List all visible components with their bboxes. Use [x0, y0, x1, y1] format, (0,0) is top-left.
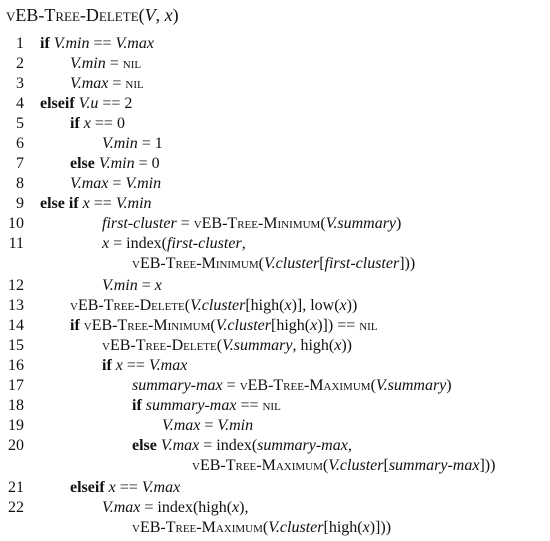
code-line-19: V.max = V.min	[162, 417, 254, 434]
code-line-12: V.min = x	[102, 277, 162, 294]
code-line-22-cont: vEB-Tree-Maximum(V.cluster[high(x)]))	[132, 519, 392, 536]
line-number: 14	[8, 317, 24, 334]
code-line-1: if V.min == V.max	[40, 35, 154, 52]
code-line-9: else if x == V.min	[40, 195, 152, 212]
line-number: 11	[8, 235, 24, 252]
code-line-17: summary-max = vEB-Tree-Maximum(V.summary…	[132, 377, 452, 394]
code-line-22: V.max = index(high(x),	[102, 499, 249, 516]
code-line-2: V.min = nil	[70, 55, 142, 72]
line-number: 15	[8, 337, 24, 354]
line-number: 12	[8, 277, 24, 294]
line-number: 2	[16, 55, 24, 72]
line-number: 22	[8, 499, 24, 516]
code-line-7: else V.min = 0	[70, 155, 160, 172]
code-line-18: if summary-max == nil	[132, 397, 281, 414]
line-number: 19	[8, 417, 24, 434]
line-number: 20	[8, 437, 24, 454]
code-line-11-cont: vEB-Tree-Minimum(V.cluster[first-cluster…	[132, 255, 416, 272]
code-line-3: V.max = nil	[70, 75, 144, 92]
code-line-5: if x == 0	[70, 115, 125, 132]
code-line-6: V.min = 1	[102, 135, 163, 152]
code-line-15: vEB-Tree-Delete(V.summary, high(x))	[102, 337, 352, 354]
line-number: 17	[8, 377, 24, 394]
line-number: 18	[8, 397, 24, 414]
line-number: 3	[16, 75, 24, 92]
line-number: 6	[16, 135, 24, 152]
code-line-4: elseif V.u == 2	[40, 95, 133, 112]
code-line-13: vEB-Tree-Delete(V.cluster[high(x)], low(…	[70, 297, 358, 314]
code-line-8: V.max = V.min	[70, 175, 162, 192]
line-number: 5	[16, 115, 24, 132]
line-number: 7	[16, 155, 24, 172]
code-line-20-cont: vEB-Tree-Maximum(V.cluster[summary-max])…	[192, 457, 496, 474]
procedure-title: vEB-Tree-Delete(V, x)	[6, 5, 179, 25]
line-number: 8	[16, 175, 24, 192]
code-line-11: x = index(first-cluster,	[102, 235, 246, 252]
line-number: 4	[16, 95, 24, 112]
line-number: 13	[8, 297, 24, 314]
code-line-14: if vEB-Tree-Minimum(V.cluster[high(x)]) …	[70, 317, 378, 334]
line-number: 9	[16, 195, 24, 212]
line-number: 16	[8, 357, 24, 374]
code-line-10: first-cluster = vEB-Tree-Minimum(V.summa…	[102, 215, 402, 232]
code-line-20: else V.max = index(summary-max,	[132, 437, 352, 454]
code-line-16: if x == V.max	[102, 357, 188, 374]
line-number: 10	[8, 215, 24, 232]
line-number: 21	[8, 479, 24, 496]
line-number: 1	[16, 35, 24, 52]
code-line-21: elseif x == V.max	[70, 479, 181, 496]
